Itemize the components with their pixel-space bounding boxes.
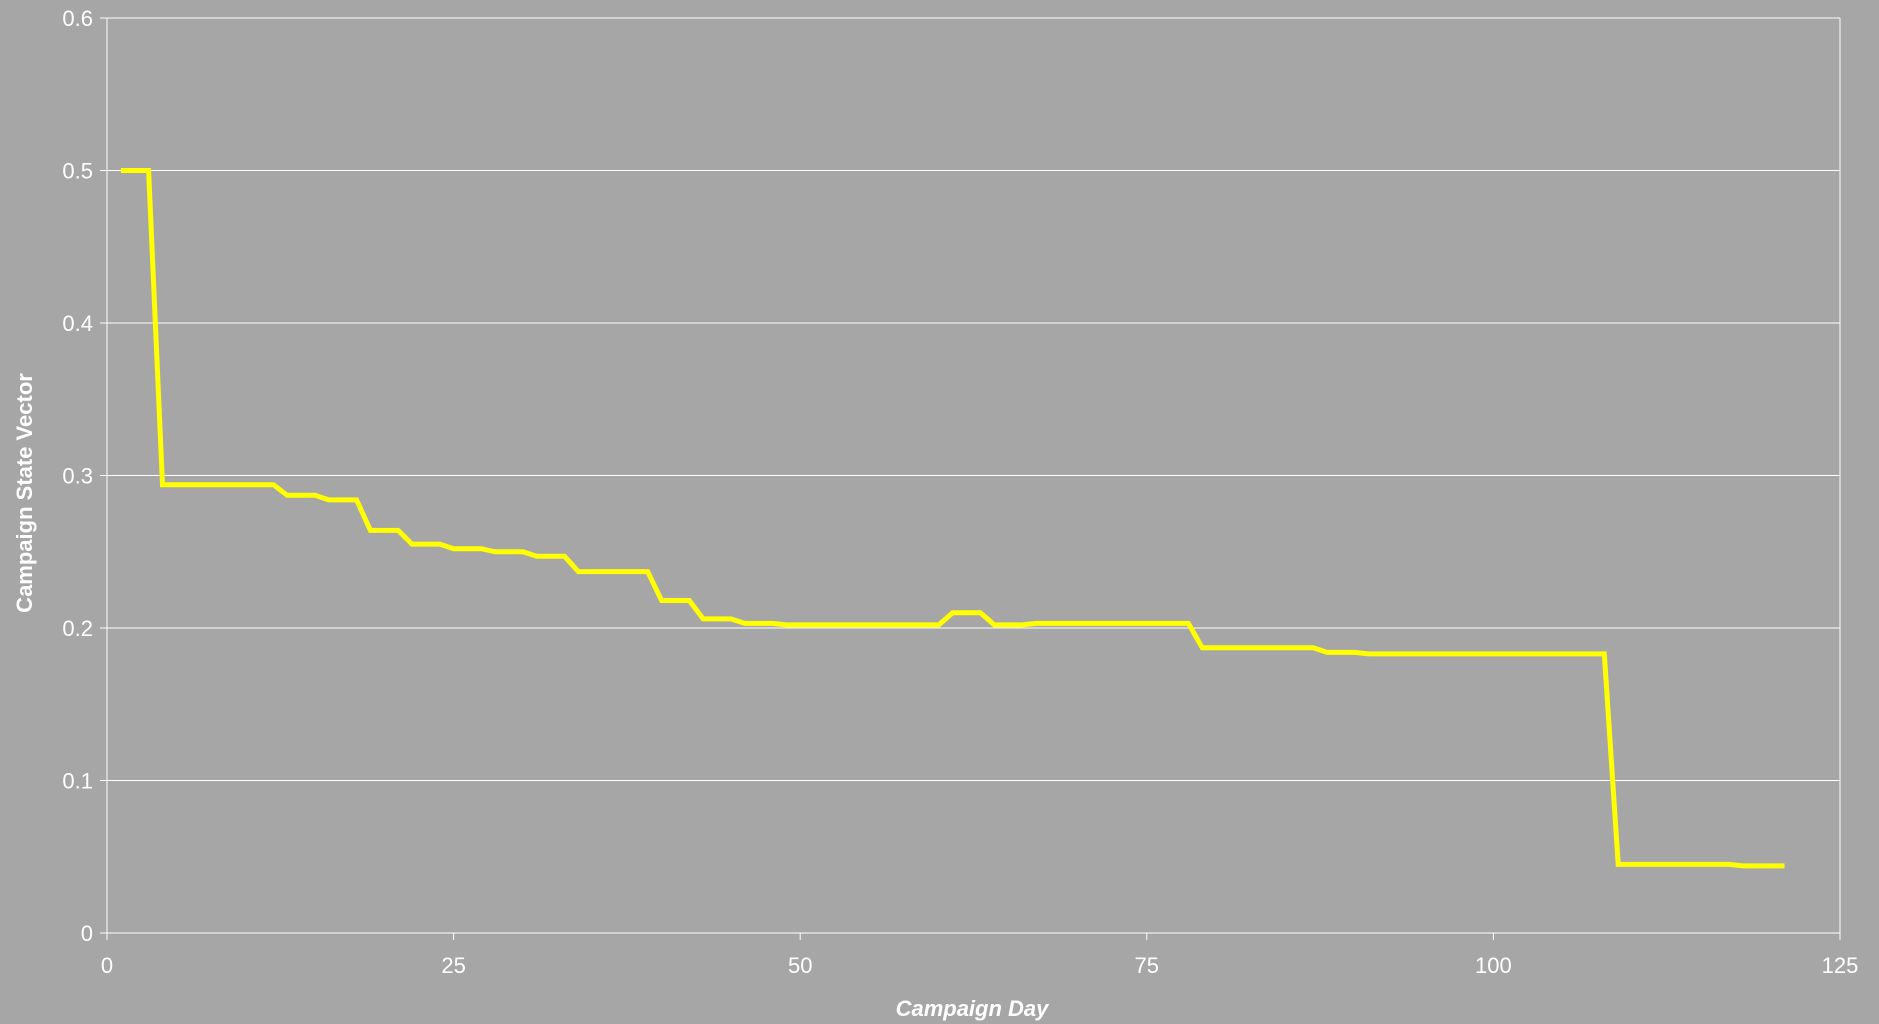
- x-tick-label: 0: [101, 953, 113, 978]
- x-tick-label: 75: [1135, 953, 1159, 978]
- y-tick-label: 0: [81, 921, 93, 946]
- series-layer: [120, 168, 1785, 869]
- axes: [100, 17, 1841, 940]
- x-tick-labels: 0 25 50 75 100 125: [101, 953, 1858, 978]
- y-tick-label: 0.2: [62, 616, 93, 641]
- x-tick-label: 25: [441, 953, 465, 978]
- series-line: [120, 168, 1785, 869]
- gridlines: [107, 17, 1840, 934]
- y-axis-title: Campaign State Vector: [12, 373, 37, 613]
- x-axis-title: Campaign Day: [896, 996, 1051, 1021]
- y-tick-label: 0.6: [62, 6, 93, 31]
- x-tick-label: 50: [788, 953, 812, 978]
- y-tick-label: 0.1: [62, 769, 93, 794]
- y-tick-label: 0.5: [62, 159, 93, 184]
- x-tick-label: 100: [1475, 953, 1512, 978]
- x-tick-label: 125: [1822, 953, 1859, 978]
- y-tick-label: 0.3: [62, 464, 93, 489]
- y-tick-label: 0.4: [62, 311, 93, 336]
- y-tick-labels: 0 0.1 0.2 0.3 0.4 0.5 0.6: [62, 6, 93, 946]
